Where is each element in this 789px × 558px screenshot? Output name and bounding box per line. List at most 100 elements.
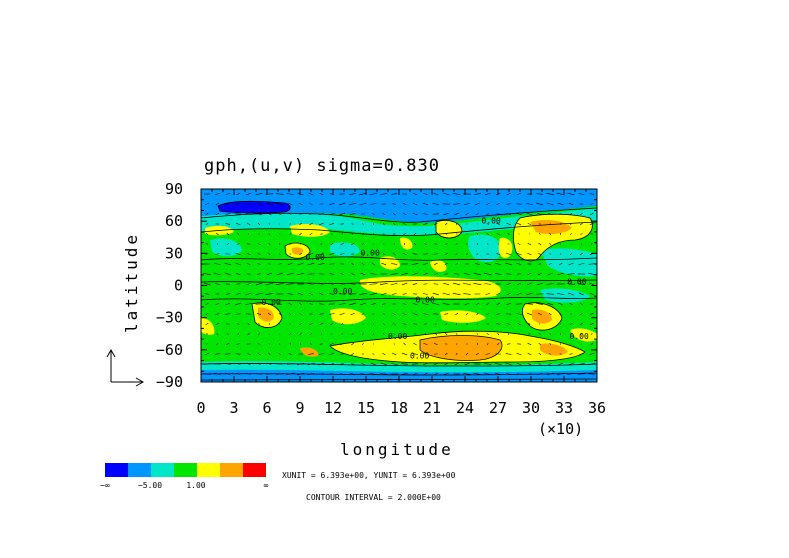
wind-vector — [214, 282, 221, 286]
wind-vector — [589, 223, 594, 225]
wind-vector — [549, 353, 552, 355]
wind-vector — [309, 303, 313, 305]
wind-vector — [318, 352, 325, 356]
wind-vector — [257, 252, 261, 256]
wind-vector — [289, 312, 292, 316]
wind-vector — [516, 193, 522, 195]
colorbar-label: 1.00 — [186, 481, 205, 490]
wind-vector — [538, 233, 541, 235]
wind-vector — [329, 282, 334, 286]
wind-vector — [309, 332, 313, 336]
wind-vector — [216, 333, 219, 335]
wind-vector — [442, 292, 450, 296]
wind-vector — [204, 352, 210, 356]
wind-vector — [309, 322, 313, 326]
wind-vector — [422, 213, 429, 215]
wind-vector — [570, 332, 572, 336]
wind-vector — [538, 352, 542, 356]
wind-vector — [309, 213, 313, 215]
wind-vector — [423, 272, 428, 276]
wind-vector — [308, 292, 314, 296]
wind-vector — [268, 343, 271, 345]
colorbar-labels: −∞ −5.00 1.00 ∞ — [100, 481, 268, 490]
wind-vector — [401, 363, 409, 365]
wind-vector — [299, 343, 302, 345]
wind-vector — [318, 362, 325, 366]
plot-area: 0.00 0.00 0.00 0.00 0.00 0.00 0.00 0.00 0.00 0.00 — [201, 189, 597, 382]
wind-vector — [362, 342, 364, 346]
wind-vector — [236, 372, 241, 376]
wind-vector — [214, 263, 221, 265]
wind-vector — [516, 263, 522, 265]
wind-vector — [349, 302, 357, 306]
wind-vector — [205, 312, 209, 316]
wind-vector — [527, 223, 532, 225]
wind-vector — [549, 242, 552, 246]
wind-vector — [516, 222, 522, 226]
wind-vector — [455, 333, 458, 335]
wind-vector — [567, 292, 575, 296]
wind-vector — [226, 232, 230, 236]
wind-vector — [455, 352, 458, 356]
wind-vector — [257, 352, 261, 356]
wind-vector — [296, 272, 305, 276]
wind-vector — [351, 263, 355, 265]
wind-vector — [329, 252, 335, 256]
wind-vector — [225, 283, 231, 285]
wind-vector — [578, 192, 585, 196]
wind-vector — [278, 352, 281, 356]
wind-vector — [246, 222, 251, 226]
wind-vector — [371, 213, 375, 215]
wind-vector — [289, 232, 291, 236]
wind-vector — [257, 222, 261, 226]
wind-vector — [267, 312, 271, 316]
wind-vector — [349, 213, 356, 215]
wind-vector — [549, 333, 552, 335]
wind-vector — [318, 263, 325, 265]
contour-label: 0.00 — [567, 277, 586, 286]
wind-vector — [391, 193, 398, 195]
wind-vector — [371, 262, 376, 266]
wind-vector — [463, 202, 471, 206]
wind-vector — [579, 313, 583, 315]
wind-vector — [257, 263, 261, 265]
wind-vector — [213, 272, 221, 276]
wind-vector — [245, 213, 252, 215]
wind-vector — [392, 252, 396, 256]
wind-vector — [424, 332, 427, 336]
wind-vector — [496, 292, 501, 296]
wind-vector — [351, 342, 355, 346]
wind-vector — [401, 373, 408, 375]
wind-vector — [403, 342, 406, 346]
wind-vector — [300, 243, 302, 245]
wind-vector — [299, 323, 303, 325]
wind-vector — [548, 263, 552, 265]
wind-vector — [443, 213, 450, 215]
wind-vector — [476, 323, 479, 325]
wind-vector — [257, 333, 261, 335]
contour-label: 0.00 — [306, 253, 325, 262]
wind-vector — [444, 353, 448, 355]
wind-vector — [476, 233, 479, 235]
y-tick-label: −30 — [156, 309, 183, 327]
x-tick-label: 18 — [390, 399, 408, 417]
wind-vector — [246, 353, 251, 355]
wind-vector — [289, 333, 292, 335]
wind-vector — [455, 243, 458, 245]
wind-vector — [548, 363, 553, 365]
wind-vector — [433, 222, 438, 226]
wind-vector — [589, 193, 595, 195]
wind-vector — [369, 192, 378, 196]
wind-vector — [361, 262, 365, 266]
wind-vector — [369, 292, 378, 296]
colorbar-swatch — [128, 463, 151, 477]
wind-vector — [496, 253, 501, 255]
wind-vector — [278, 212, 282, 216]
wind-vector — [308, 252, 314, 256]
wind-vector — [227, 333, 229, 335]
colorbar-swatch — [197, 463, 220, 477]
wind-vector — [351, 333, 354, 335]
wind-vector — [340, 352, 345, 356]
wind-vector — [506, 322, 511, 326]
x-tick-label: 12 — [324, 399, 342, 417]
